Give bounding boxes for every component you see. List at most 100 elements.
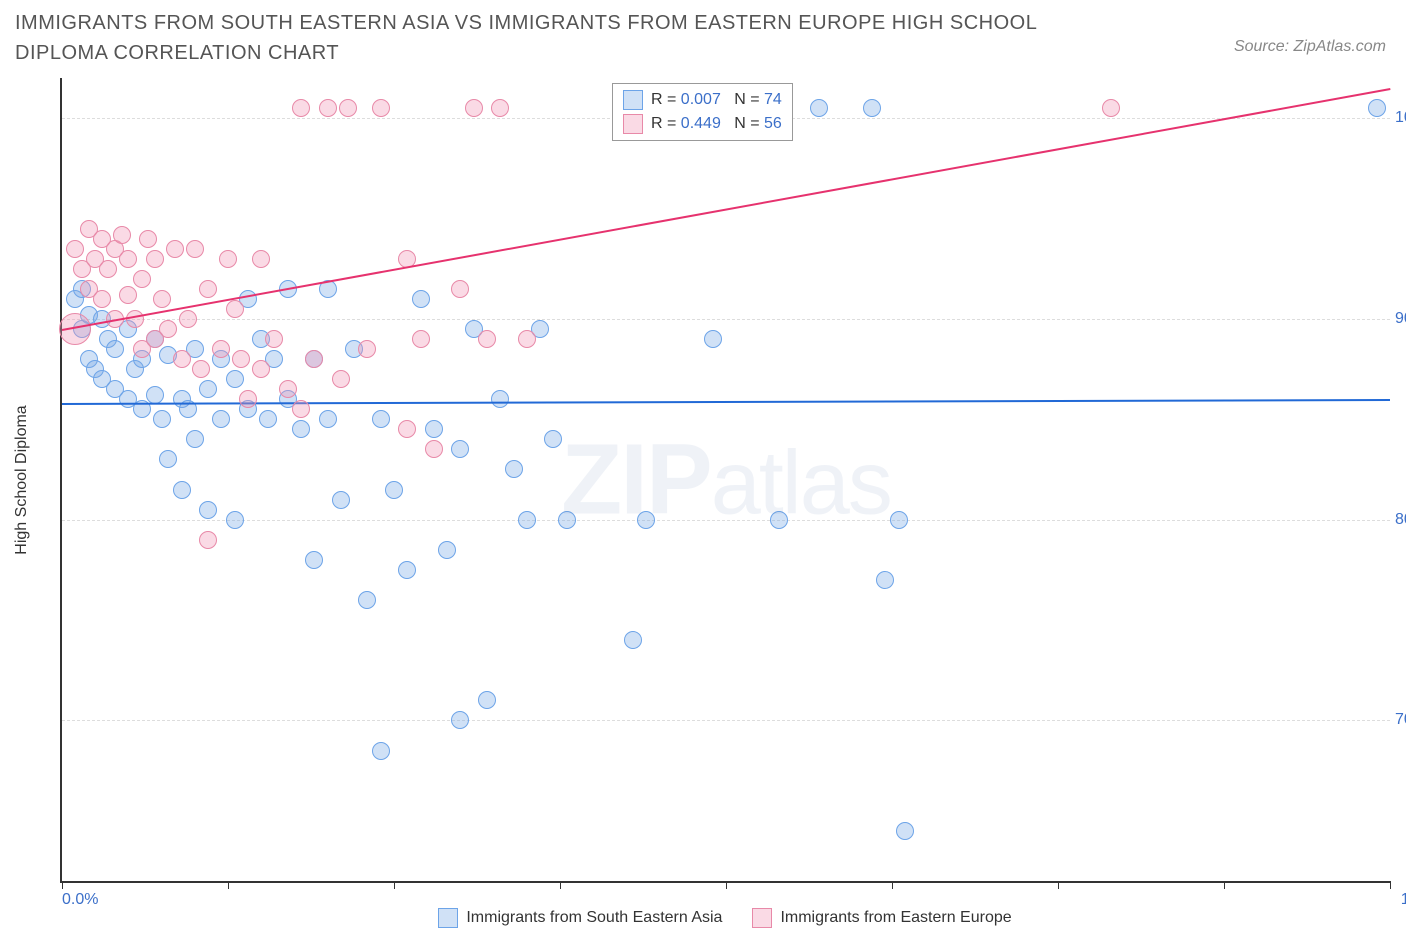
legend-item: Immigrants from South Eastern Asia [438, 908, 722, 928]
data-point [226, 511, 244, 529]
data-point [637, 511, 655, 529]
x-tick [228, 881, 229, 889]
data-point [106, 340, 124, 358]
data-point [1102, 99, 1120, 117]
data-point [292, 420, 310, 438]
data-point [339, 99, 357, 117]
legend-stats: R = 0.007 N = 74 R = 0.449 N = 56 [612, 83, 793, 141]
legend-swatch [623, 90, 643, 110]
legend-label: Immigrants from Eastern Europe [780, 909, 1011, 927]
data-point [398, 561, 416, 579]
data-point [451, 280, 469, 298]
data-point [133, 270, 151, 288]
chart-title: IMMIGRANTS FROM SOUTH EASTERN ASIA VS IM… [15, 8, 1115, 68]
data-point [451, 711, 469, 729]
x-tick [726, 881, 727, 889]
data-point [896, 822, 914, 840]
data-point [239, 390, 257, 408]
data-point [544, 430, 562, 448]
data-point [146, 386, 164, 404]
legend-bottom: Immigrants from South Eastern Asia Immigr… [60, 908, 1390, 928]
data-point [226, 370, 244, 388]
legend-swatch [623, 114, 643, 134]
data-point [192, 360, 210, 378]
data-point [139, 230, 157, 248]
data-point [153, 410, 171, 428]
data-point [558, 511, 576, 529]
source-attribution: Source: ZipAtlas.com [1234, 38, 1386, 56]
data-point [518, 511, 536, 529]
y-axis-label: High School Diploma [13, 405, 31, 554]
data-point [179, 310, 197, 328]
data-point [451, 440, 469, 458]
data-point [890, 511, 908, 529]
data-point [518, 330, 536, 348]
data-point [66, 240, 84, 258]
data-point [491, 390, 509, 408]
data-point [259, 410, 277, 428]
data-point [372, 410, 390, 428]
data-point [173, 350, 191, 368]
data-point [212, 410, 230, 428]
data-point [624, 631, 642, 649]
data-point [305, 350, 323, 368]
data-point [159, 450, 177, 468]
data-point [252, 360, 270, 378]
data-point [305, 551, 323, 569]
data-point [186, 430, 204, 448]
data-point [704, 330, 722, 348]
data-point [1368, 99, 1386, 117]
data-point [358, 340, 376, 358]
data-point [412, 290, 430, 308]
data-point [810, 99, 828, 117]
data-point [491, 99, 509, 117]
data-point [478, 691, 496, 709]
data-point [199, 280, 217, 298]
data-point [93, 290, 111, 308]
y-tick-label: 70.0% [1395, 711, 1406, 729]
data-point [876, 571, 894, 589]
y-tick-label: 80.0% [1395, 511, 1406, 529]
legend-stats-row: R = 0.007 N = 74 [623, 88, 782, 112]
legend-swatch [752, 908, 772, 928]
data-point [319, 410, 337, 428]
gridline [62, 319, 1390, 320]
data-point [385, 481, 403, 499]
data-point [398, 420, 416, 438]
data-point [226, 300, 244, 318]
data-point [153, 290, 171, 308]
data-point [372, 99, 390, 117]
x-tick [560, 881, 561, 889]
gridline [62, 720, 1390, 721]
legend-item: Immigrants from Eastern Europe [752, 908, 1011, 928]
data-point [770, 511, 788, 529]
data-point [199, 501, 217, 519]
plot-area: High School Diploma ZIPatlas 0.0% 100.0%… [60, 78, 1390, 883]
data-point [292, 99, 310, 117]
data-point [199, 380, 217, 398]
legend-stat-text: R = 0.449 N = 56 [651, 115, 782, 133]
data-point [478, 330, 496, 348]
x-tick [1058, 881, 1059, 889]
data-point [119, 286, 137, 304]
data-point [212, 340, 230, 358]
data-point [292, 400, 310, 418]
data-point [173, 481, 191, 499]
data-point [412, 330, 430, 348]
data-point [372, 742, 390, 760]
y-tick-label: 90.0% [1395, 310, 1406, 328]
data-point [332, 491, 350, 509]
data-point [113, 226, 131, 244]
x-tick [394, 881, 395, 889]
x-tick [62, 881, 63, 889]
data-point [465, 99, 483, 117]
data-point [232, 350, 250, 368]
data-point [265, 330, 283, 348]
y-tick-label: 100.0% [1395, 109, 1406, 127]
data-point [358, 591, 376, 609]
data-point [186, 240, 204, 258]
x-tick [1224, 881, 1225, 889]
data-point [438, 541, 456, 559]
data-point [199, 531, 217, 549]
data-point [505, 460, 523, 478]
